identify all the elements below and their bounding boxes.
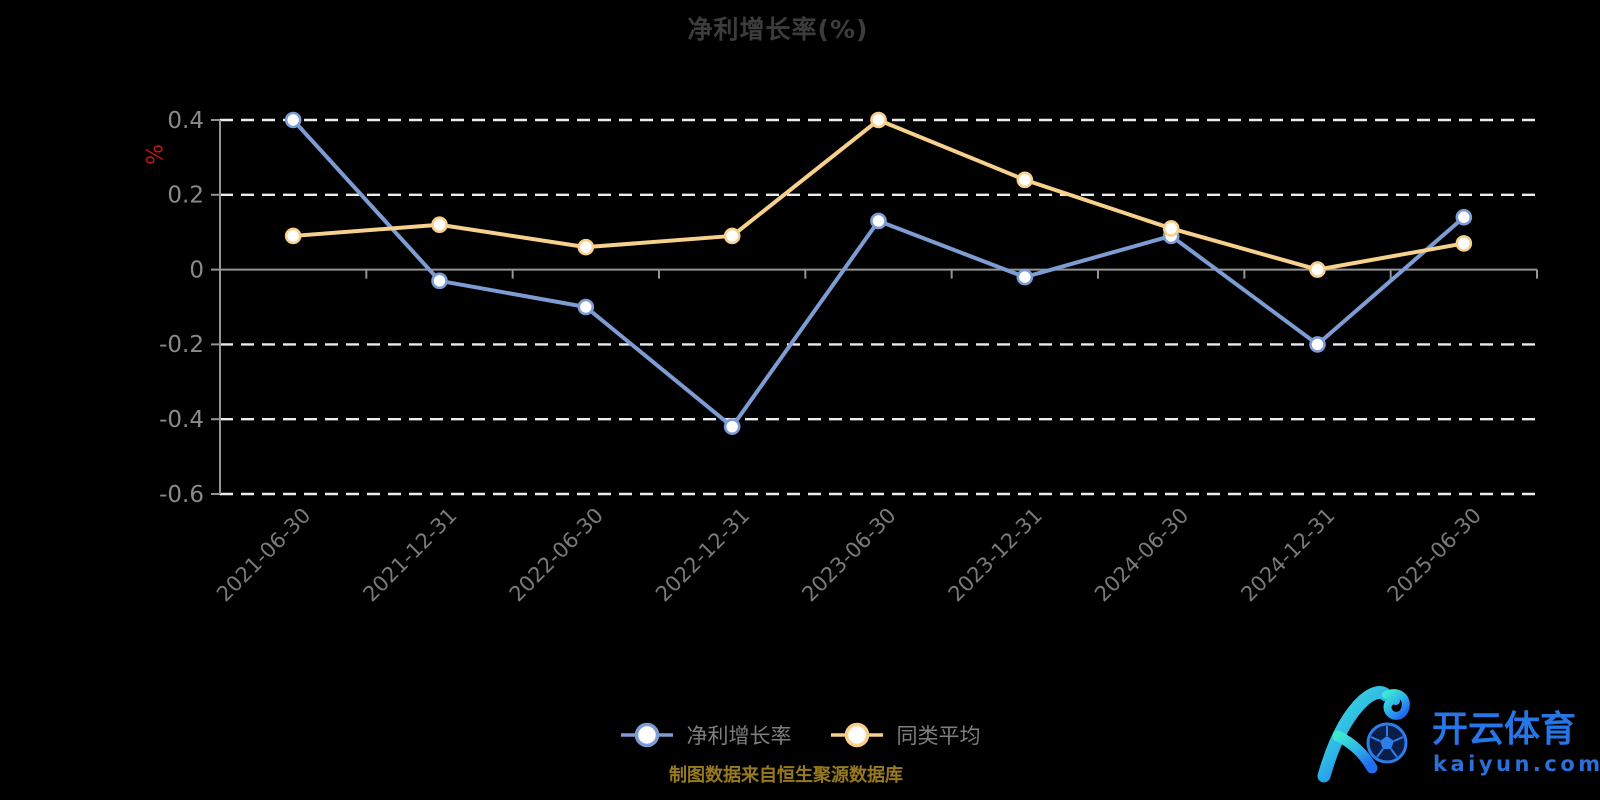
legend-line-marker-icon <box>830 722 883 748</box>
chart-legend: 净利增长率 同类平均 <box>0 720 1600 750</box>
data-point-marker-s1-6 <box>1162 220 1180 237</box>
legend-line-marker-icon <box>620 722 673 748</box>
y-axis-label: -0.4 <box>159 407 204 433</box>
y-axis-label: 0.2 <box>167 183 204 209</box>
data-point-marker-s0-2 <box>577 298 595 316</box>
data-point-marker-s1-1 <box>431 216 448 234</box>
data-point-marker-s0-4 <box>870 212 887 230</box>
x-axis-label: 2023-12-31 <box>944 503 1047 606</box>
data-point-marker-s0-7 <box>1309 336 1326 353</box>
series-line-0 <box>291 118 1466 429</box>
legend-item-0[interactable]: 净利增长率 <box>620 720 792 750</box>
data-point-marker-s1-8 <box>1455 235 1473 252</box>
x-axis-label: 2025-06-30 <box>1383 503 1486 606</box>
x-axis-label: 2024-06-30 <box>1090 503 1193 606</box>
data-point-marker-s0-5 <box>1016 268 1034 286</box>
data-point-marker-s0-0 <box>284 111 302 129</box>
watermark-brand-text: 开云体育 <box>1432 709 1576 750</box>
kaiyun-logo-icon <box>1317 686 1410 783</box>
data-point-marker-s1-7 <box>1309 261 1326 278</box>
data-point-marker-s0-1 <box>431 272 448 290</box>
legend-label: 同类平均 <box>896 724 981 748</box>
legend-item-1[interactable]: 同类平均 <box>830 720 981 750</box>
x-axis-label: 2021-12-31 <box>358 503 461 606</box>
chart-title: 净利增长率(%) <box>687 15 869 44</box>
y-axis-label: 0 <box>189 257 204 283</box>
x-axis-label: 2024-12-31 <box>1236 503 1339 606</box>
data-point-marker-s0-3 <box>723 418 741 435</box>
y-axis-label: -0.6 <box>159 482 204 508</box>
data-point-marker-s1-2 <box>577 238 595 256</box>
watermark-domain-text: kaiyun.com <box>1433 752 1600 776</box>
x-axis-label: 2021-06-30 <box>212 503 315 606</box>
data-point-marker-s1-4 <box>870 111 887 129</box>
x-axis-label: 2023-06-30 <box>797 503 900 606</box>
x-axis-label: 2022-06-30 <box>505 503 608 606</box>
data-source-note: 制图数据来自恒生聚源数据库 <box>669 765 903 786</box>
data-point-marker-s1-3 <box>723 227 741 245</box>
legend-label: 净利增长率 <box>686 724 792 748</box>
data-point-marker-s1-0 <box>284 227 302 245</box>
data-point-marker-s1-5 <box>1016 171 1034 189</box>
y-axis-label: 0.4 <box>167 108 204 134</box>
kaiyun-watermark: 开云体育 kaiyun.com <box>1317 686 1600 783</box>
y-axis-label: -0.2 <box>159 332 204 358</box>
data-point-marker-s0-8 <box>1455 208 1473 226</box>
x-axis-label: 2022-12-31 <box>651 503 754 606</box>
